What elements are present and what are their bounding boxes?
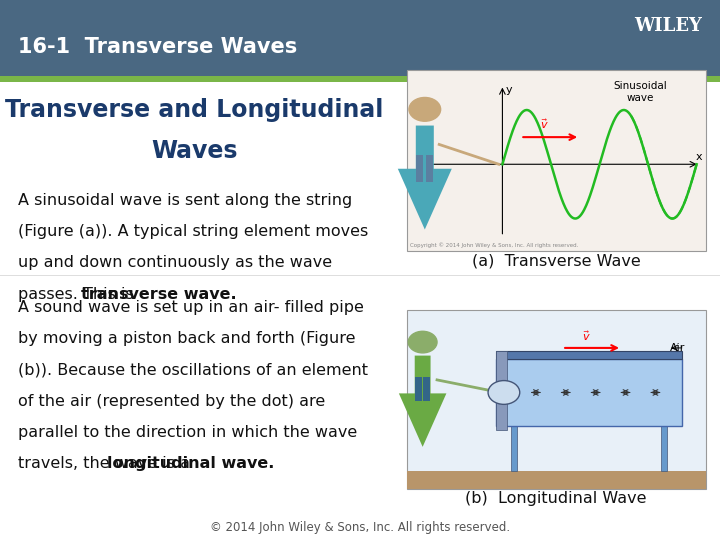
Text: x: x — [696, 152, 703, 161]
Text: $\vec{v}$: $\vec{v}$ — [582, 329, 590, 342]
Bar — [415, 377, 422, 402]
Text: of the air (represented by the dot) are: of the air (represented by the dot) are — [18, 394, 325, 409]
Bar — [0, 0, 720, 76]
Circle shape — [409, 97, 441, 122]
Text: © 2014 John Wiley & Sons, Inc. All rights reserved.: © 2014 John Wiley & Sons, Inc. All right… — [210, 521, 510, 534]
Bar — [426, 156, 433, 183]
Text: Sinusoidal
wave: Sinusoidal wave — [613, 81, 667, 103]
Bar — [511, 427, 517, 471]
Text: A sinusoidal wave is sent along the string: A sinusoidal wave is sent along the stri… — [18, 193, 352, 208]
Text: WILEY: WILEY — [634, 17, 702, 36]
Text: (b)  Longitudinal Wave: (b) Longitudinal Wave — [465, 491, 647, 507]
Text: parallel to the direction in which the wave: parallel to the direction in which the w… — [18, 425, 357, 440]
Bar — [496, 352, 682, 359]
Text: $\vec{v}$: $\vec{v}$ — [540, 117, 549, 131]
Text: transverse wave.: transverse wave. — [81, 287, 237, 302]
Bar — [407, 310, 706, 489]
Text: by moving a piston back and forth (Figure: by moving a piston back and forth (Figur… — [18, 331, 356, 346]
Bar — [407, 70, 706, 251]
Text: up and down continuously as the wave: up and down continuously as the wave — [18, 255, 332, 271]
Text: longitudinal wave.: longitudinal wave. — [107, 456, 275, 471]
Text: y: y — [506, 85, 513, 94]
Text: Air: Air — [670, 343, 685, 353]
Text: Waves: Waves — [151, 139, 238, 163]
Bar — [0, 76, 720, 82]
Text: (b)). Because the oscillations of an element: (b)). Because the oscillations of an ele… — [18, 362, 368, 377]
Bar — [496, 352, 507, 430]
FancyArrow shape — [399, 355, 446, 447]
Bar — [407, 471, 706, 489]
Bar — [661, 427, 667, 471]
Text: (a)  Transverse Wave: (a) Transverse Wave — [472, 254, 641, 269]
Bar — [416, 156, 423, 183]
Bar — [423, 377, 430, 402]
Circle shape — [408, 331, 437, 353]
Text: passes. This is: passes. This is — [18, 287, 139, 302]
Text: Copyright © 2014 John Wiley & Sons, Inc. All rights reserved.: Copyright © 2014 John Wiley & Sons, Inc.… — [410, 243, 579, 248]
Bar — [496, 359, 682, 427]
Text: (Figure (a)). A typical string element moves: (Figure (a)). A typical string element m… — [18, 224, 368, 239]
Circle shape — [488, 381, 520, 404]
FancyArrow shape — [397, 125, 452, 230]
Text: travels, the wave is a: travels, the wave is a — [18, 456, 195, 471]
Text: Transverse and Longitudinal: Transverse and Longitudinal — [5, 98, 384, 122]
Text: 16-1  Transverse Waves: 16-1 Transverse Waves — [18, 37, 297, 57]
Text: A sound wave is set up in an air- filled pipe: A sound wave is set up in an air- filled… — [18, 300, 364, 315]
